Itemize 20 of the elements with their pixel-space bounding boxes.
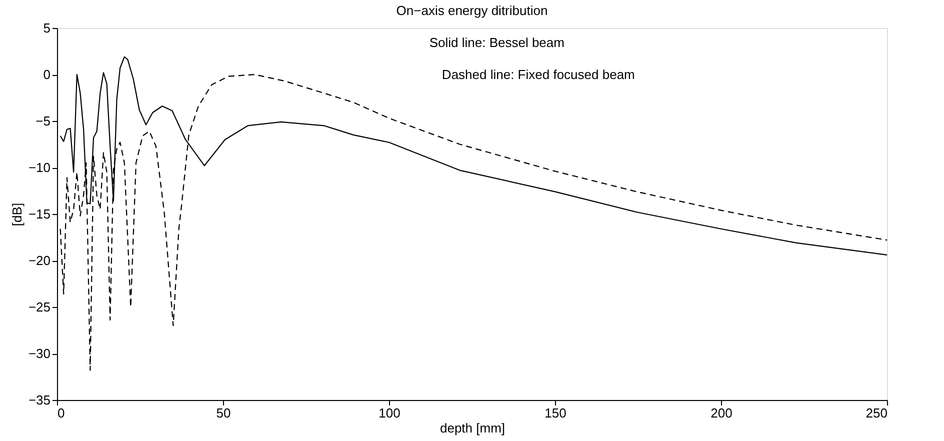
x-tick-label: 250 [866,406,888,420]
x-tick-label: 0 [58,406,65,420]
y-tick-label: −30 [28,346,50,361]
x-tick-label: 50 [216,406,231,420]
y-tick-label: −20 [28,253,50,268]
y-tick-label: −5 [36,114,50,128]
y-tick-label: −10 [28,160,50,175]
y-tick-label: −35 [28,392,50,408]
y-tick-label: 0 [43,67,50,82]
y-axis-title: [dB] [9,202,24,226]
y-tick-label: −25 [28,300,50,314]
x-tick-label: 150 [544,406,566,420]
x-tick-label: 100 [378,406,400,420]
x-axis-title: depth [mm] [440,420,506,436]
y-tick-label: 5 [43,20,50,36]
annotation: Solid line: Bessel beam [429,35,564,50]
x-tick-label: 200 [710,406,732,420]
chart-title: On−axis energy ditribution [396,3,548,18]
y-tick-label: −15 [28,206,50,222]
annotation: Dashed line: Fixed focused beam [442,67,635,82]
